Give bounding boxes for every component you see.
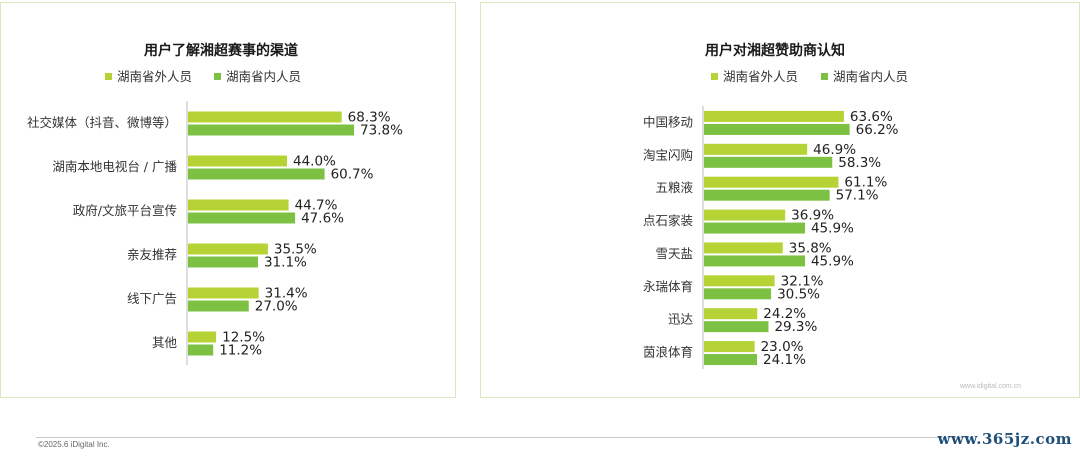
value-label: 58.3% — [838, 155, 881, 171]
value-label: 36.9% — [791, 208, 834, 224]
footer-copyright: ©2025.6 iDigital Inc. — [38, 440, 110, 449]
bar-sponsors-s2 — [704, 189, 830, 201]
bar-sponsors-s1 — [704, 308, 758, 320]
legend-label: 湖南省内人员 — [226, 69, 301, 84]
bar-sponsors-s2 — [704, 255, 805, 267]
category-label: 政府/文旅平台宣传 — [73, 203, 177, 218]
value-label: 47.6% — [301, 211, 344, 227]
category-label: 淘宝闪购 — [643, 147, 693, 162]
value-label: 46.9% — [813, 142, 856, 158]
value-label: 30.5% — [777, 286, 820, 302]
value-label: 60.7% — [331, 167, 374, 183]
value-label: 63.6% — [850, 109, 893, 125]
value-label: 44.0% — [293, 154, 336, 170]
bar-channels-s1 — [188, 331, 217, 343]
bar-channels-s1 — [188, 287, 259, 299]
value-label: 24.2% — [763, 306, 806, 322]
value-label: 66.2% — [856, 122, 899, 138]
bar-sponsors-s1 — [704, 110, 844, 122]
value-label: 44.7% — [295, 198, 338, 214]
bar-channels-s1 — [188, 111, 342, 123]
bar-sponsors-s1 — [704, 143, 808, 155]
legend-swatch — [105, 73, 112, 80]
bar-channels-s1 — [188, 199, 289, 211]
value-label: 35.8% — [789, 240, 832, 256]
footer-watermark-small: www.idigital.com.cn — [960, 383, 1022, 390]
category-label: 亲友推荐 — [127, 247, 177, 262]
value-label: 23.0% — [761, 339, 804, 355]
chart-panel-sponsors: 用户对湘超赞助商认知湖南省外人员 湖南省内人员中国移动 63.6% 66.2% 淘宝闪购… — [480, 2, 1080, 398]
legend-item: 湖南省内人员 — [214, 69, 301, 84]
category-label: 湖南本地电视台 / 广播 — [52, 159, 177, 174]
value-label: 35.5% — [274, 242, 317, 258]
value-label: 12.5% — [222, 330, 265, 346]
bar-sponsors-s2 — [704, 123, 850, 135]
category-label: 线下广告 — [127, 291, 177, 306]
legend-label: 湖南省外人员 — [723, 69, 798, 84]
legend-label: 湖南省内人员 — [833, 69, 908, 84]
bar-sponsors-s1 — [704, 209, 786, 221]
legend-item: 湖南省内人员 — [821, 69, 908, 84]
value-label: 61.1% — [844, 175, 887, 191]
category-label: 茵浪体育 — [643, 345, 693, 360]
legend-item: 湖南省外人员 — [105, 69, 192, 84]
legend-item: 湖南省外人员 — [711, 69, 798, 84]
value-label: 27.0% — [255, 299, 298, 315]
value-label: 31.4% — [265, 286, 308, 302]
bar-sponsors-s2 — [704, 222, 805, 234]
category-label: 雪天盐 — [655, 246, 693, 261]
value-label: 45.9% — [811, 221, 854, 237]
legend-label: 湖南省外人员 — [117, 69, 192, 84]
category-label: 五粮液 — [655, 180, 693, 195]
bar-channels-s2 — [188, 256, 258, 268]
legend-swatch — [214, 73, 221, 80]
value-label: 73.8% — [360, 123, 403, 139]
category-label: 中国移动 — [643, 114, 693, 129]
bar-channels-s2 — [188, 168, 325, 180]
value-label: 11.2% — [219, 343, 262, 359]
bar-channels-s1 — [188, 155, 287, 167]
bar-channels-s2 — [188, 212, 296, 224]
bar-sponsors-s1 — [704, 341, 755, 353]
category-label: 其他 — [152, 335, 178, 350]
bar-sponsors-s1 — [704, 176, 839, 188]
value-label: 31.1% — [264, 255, 307, 271]
bar-sponsors-s2 — [704, 354, 758, 366]
legend-swatch — [711, 73, 718, 80]
bar-sponsors-s2 — [704, 156, 833, 168]
value-label: 68.3% — [348, 110, 391, 126]
legend-swatch — [821, 73, 828, 80]
bar-sponsors-s1 — [704, 275, 775, 287]
footer-watermark: www.365jz.com — [937, 430, 1072, 448]
footer-divider — [36, 437, 974, 438]
value-label: 24.1% — [763, 352, 806, 368]
category-label: 迅达 — [668, 312, 694, 327]
category-label: 社交媒体（抖音、微博等） — [27, 115, 177, 130]
value-label: 45.9% — [811, 253, 854, 269]
bar-sponsors-s2 — [704, 321, 769, 333]
bar-sponsors-s1 — [704, 242, 783, 254]
bar-sponsors-s2 — [704, 288, 772, 300]
bar-channels-s1 — [188, 243, 268, 255]
chart-title: 用户对湘超赞助商认知 — [705, 42, 845, 59]
value-label: 29.3% — [774, 319, 817, 335]
chart-title: 用户了解湘超赛事的渠道 — [144, 42, 298, 59]
bar-channels-s2 — [188, 344, 214, 356]
chart-panel-channels: 用户了解湘超赛事的渠道湖南省外人员 湖南省内人员社交媒体（抖音、微博等） 68.3%… — [0, 2, 456, 398]
category-label: 点石家装 — [643, 213, 693, 228]
category-label: 永瑞体育 — [643, 279, 693, 294]
bar-channels-s2 — [188, 124, 355, 136]
bar-channels-s2 — [188, 300, 249, 312]
value-label: 57.1% — [836, 188, 879, 204]
value-label: 32.1% — [781, 273, 824, 289]
